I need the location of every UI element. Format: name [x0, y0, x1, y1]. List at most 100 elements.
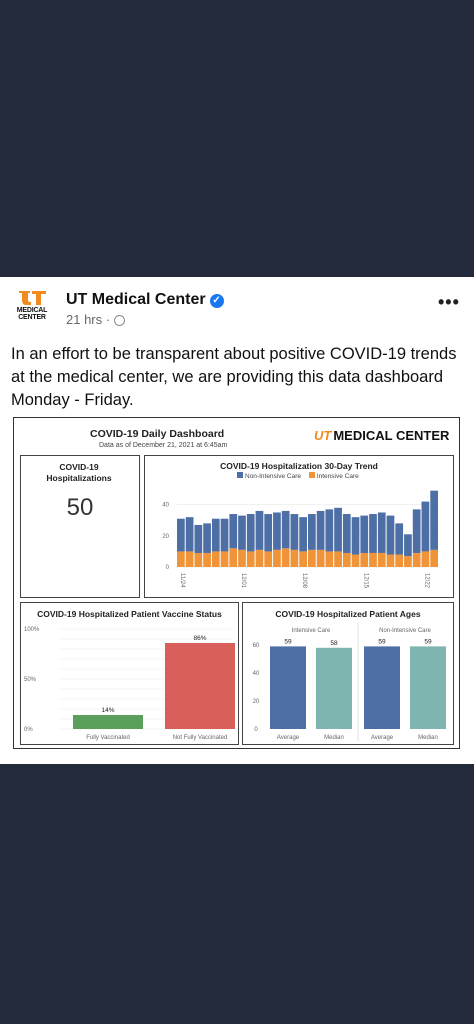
- vaccine-panel: COVID-19 Hospitalized Patient Vaccine St…: [20, 602, 239, 745]
- trend-bar-non-icu: [255, 510, 264, 550]
- logo-caption: MEDICAL CENTER: [16, 307, 48, 321]
- trend-bar-non-icu: [211, 518, 220, 552]
- trend-bar-non-icu: [203, 523, 211, 553]
- trend-bar-non-icu: [281, 510, 290, 549]
- trend-bar-non-icu: [386, 515, 395, 555]
- vaccine-category-label: Fully Vaccinated: [86, 735, 130, 741]
- vaccine-y-tick: 0%: [24, 727, 33, 733]
- trend-bar-icu: [229, 548, 238, 567]
- trend-y-tick: 40: [162, 503, 169, 509]
- vaccine-category-label: Not Fully Vaccinated: [173, 735, 228, 741]
- trend-bar-non-icu: [430, 490, 438, 550]
- trend-x-tick: 12/01: [240, 573, 246, 589]
- trend-bar-non-icu: [325, 509, 334, 552]
- trend-bar-non-icu: [177, 518, 185, 552]
- ages-value-label: 59: [424, 638, 432, 645]
- trend-bar-non-icu: [404, 534, 412, 557]
- ages-y-tick: 0: [254, 727, 258, 733]
- trend-bar-icu: [325, 551, 334, 567]
- trend-bar-icu: [177, 551, 185, 567]
- dashboard-image[interactable]: COVID-19 Daily Dashboard Data as of Dece…: [13, 417, 460, 749]
- trend-legend: Non-Intensive Care Intensive Care: [237, 472, 359, 480]
- trend-bar-icu: [334, 551, 342, 567]
- trend-bar-icu: [290, 549, 299, 567]
- trend-bar-icu: [246, 551, 255, 567]
- vaccine-chart: 0% 50% 100% 14% Fully Vaccinated 86% Not Fully…: [24, 627, 235, 741]
- trend-x-tick: 12/22: [423, 573, 429, 589]
- page-name[interactable]: UT Medical Center ✓: [66, 290, 224, 310]
- trend-bar-icu: [377, 552, 386, 567]
- ages-category-label: Average: [371, 735, 394, 741]
- trend-bar-icu: [369, 552, 377, 567]
- trend-bar-non-icu: [316, 510, 325, 550]
- ages-value-label: 59: [378, 638, 386, 645]
- trend-bar-non-icu: [412, 509, 421, 553]
- trend-bar-icu: [211, 551, 220, 567]
- vaccine-bar: [73, 715, 143, 729]
- trend-bar-icu: [421, 551, 430, 567]
- trend-bar-non-icu: [264, 514, 273, 552]
- trend-bar-non-icu: [342, 514, 351, 553]
- legend-swatch-icu: [308, 472, 315, 478]
- ages-y-tick: 60: [253, 643, 260, 649]
- post-meta: 21 hrs ·: [66, 312, 126, 328]
- trend-bar-icu: [412, 552, 421, 567]
- trend-bar-non-icu: [273, 512, 281, 550]
- trend-chart: 0 20 40 11/24 12/01 12/08 12/15 12/22: [162, 490, 439, 589]
- ages-bar: [410, 646, 446, 729]
- trend-bar-icu: [185, 551, 194, 567]
- ages-category-label: Median: [418, 735, 438, 741]
- more-options-button[interactable]: •••: [438, 292, 460, 312]
- trend-bar-icu: [238, 549, 246, 567]
- trend-bar-icu: [351, 554, 360, 567]
- ages-group-label: Intensive Care: [292, 628, 331, 634]
- trend-bar-non-icu: [290, 514, 299, 550]
- trend-bar-icu: [404, 556, 412, 567]
- legend-non-icu: Non-Intensive Care: [245, 473, 301, 480]
- ages-category-label: Median: [324, 735, 344, 741]
- ages-value-label: 59: [284, 638, 292, 645]
- trend-bar-icu: [395, 554, 404, 567]
- trend-y-tick: 20: [162, 534, 169, 540]
- ages-y-tick: 20: [253, 699, 260, 705]
- trend-bar-non-icu: [334, 507, 342, 552]
- ut-logo-icon: [19, 291, 46, 305]
- vaccine-y-tick: 50%: [24, 677, 37, 683]
- trend-bar-icu: [360, 552, 369, 567]
- trend-bar-icu: [316, 549, 325, 567]
- ages-title: COVID-19 Hospitalized Patient Ages: [275, 609, 421, 619]
- trend-bar-non-icu: [395, 523, 404, 555]
- trend-bar-non-icu: [238, 515, 246, 550]
- dashboard-title: COVID-19 Daily Dashboard: [90, 428, 225, 440]
- trend-bar-non-icu: [194, 524, 203, 553]
- trend-bar-icu: [255, 549, 264, 567]
- vaccine-value-label: 14%: [101, 707, 114, 714]
- hospitalizations-panel: COVID-19 Hospitalizations 50: [20, 455, 140, 598]
- trend-title: COVID-19 Hospitalization 30-Day Trend: [220, 461, 378, 471]
- vaccine-y-tick: 100%: [24, 627, 40, 633]
- legend-icu: Intensive Care: [316, 473, 359, 480]
- ages-bar: [364, 646, 400, 729]
- trend-bar-icu: [220, 551, 229, 567]
- trend-bar-non-icu: [421, 501, 430, 552]
- verified-badge-icon: ✓: [209, 294, 224, 308]
- post-time[interactable]: 21 hrs: [66, 312, 103, 327]
- trend-bar-icu: [342, 552, 351, 567]
- trend-bar-icu: [430, 549, 438, 567]
- dashboard-subtitle: Data as of December 21, 2021 at 6:45am: [99, 442, 228, 449]
- page-avatar[interactable]: MEDICAL CENTER: [13, 290, 51, 330]
- trend-bar-icu: [273, 549, 281, 567]
- ages-category-label: Average: [277, 735, 300, 741]
- trend-bar-non-icu: [220, 518, 229, 552]
- vaccine-bar: [165, 643, 235, 729]
- trend-bar-non-icu: [185, 517, 194, 552]
- hospitalizations-value: 50: [66, 494, 94, 521]
- trend-bar-icu: [308, 549, 316, 567]
- dashboard-logo: UT MEDICAL CENTER: [314, 428, 450, 443]
- ages-panel: COVID-19 Hospitalized Patient Ages 0 20 40…: [242, 602, 454, 745]
- trend-bar-non-icu: [246, 514, 255, 552]
- ages-group-label: Non-Intensive Care: [379, 628, 431, 634]
- ages-y-tick: 40: [253, 671, 260, 677]
- trend-bar-icu: [386, 554, 395, 567]
